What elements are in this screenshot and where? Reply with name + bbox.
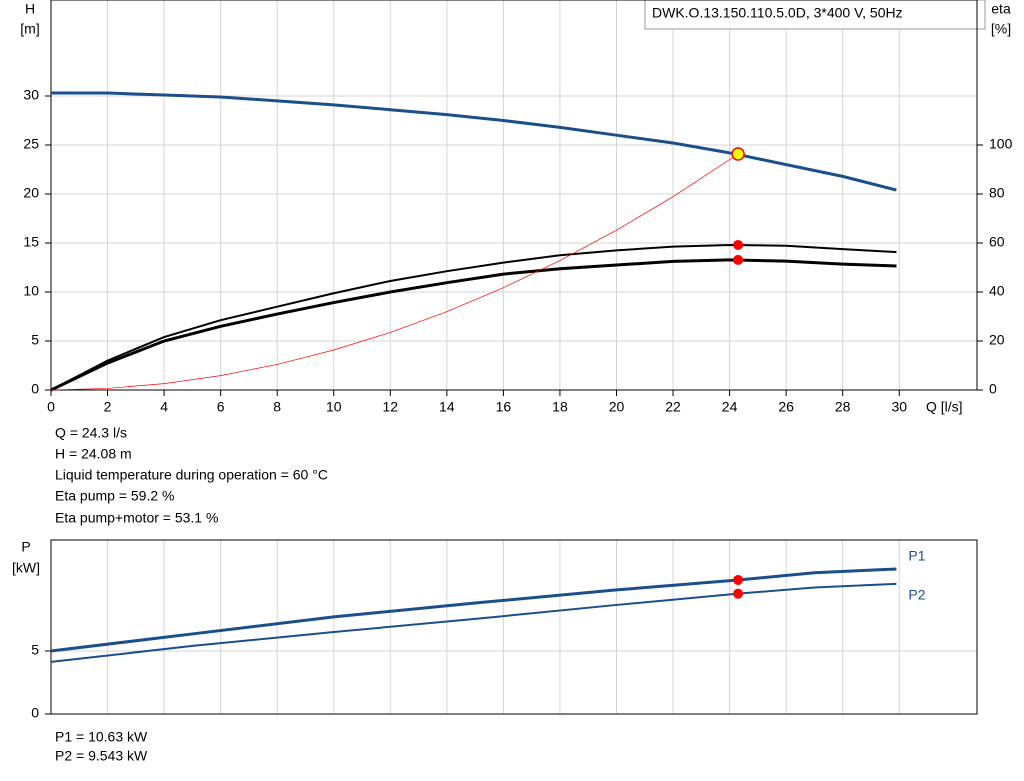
y2-tick-label: 0 — [989, 381, 997, 397]
y-tick-label: 15 — [23, 234, 39, 250]
y-tick-label: 25 — [23, 136, 39, 152]
y2-tick-label: 40 — [989, 283, 1005, 299]
info-line: Eta pump = 59.2 % — [55, 488, 174, 504]
info-line: P1 = 10.63 kW — [55, 729, 148, 745]
y-axis-label: H — [25, 1, 35, 17]
info-line: Q = 24.3 l/s — [55, 425, 127, 441]
info-line: Liquid temperature during operation = 60… — [55, 467, 328, 483]
y-tick-label: 30 — [23, 87, 39, 103]
series-label: P2 — [908, 587, 925, 603]
y-tick-label: 0 — [31, 705, 39, 721]
x-tick-label: 12 — [383, 399, 399, 415]
y-tick-label: 10 — [23, 283, 39, 299]
x-tick-label: 4 — [160, 399, 168, 415]
y-axis-label: P — [21, 539, 30, 555]
x-tick-label: 18 — [552, 399, 568, 415]
plot-frame — [50, 0, 978, 391]
y-axis-unit: [m] — [20, 21, 39, 37]
x-tick-label: 8 — [273, 399, 281, 415]
title-box — [644, 0, 986, 30]
plot-frame — [50, 539, 978, 715]
duty-point — [733, 239, 744, 250]
x-tick-label: 20 — [609, 399, 625, 415]
info-line: H = 24.08 m — [55, 446, 132, 462]
y-tick-label: 5 — [31, 642, 39, 658]
series-line — [50, 243, 897, 391]
x-axis-label: Q [l/s] — [926, 399, 963, 415]
x-tick-label: 2 — [104, 399, 112, 415]
x-tick-label: 0 — [47, 399, 55, 415]
info-line: Eta pump+motor = 53.1 % — [55, 510, 218, 526]
y2-tick-label: 80 — [989, 185, 1005, 201]
x-tick-label: 10 — [326, 399, 342, 415]
series-line — [50, 153, 739, 391]
chart-title: DWK.O.13.150.110.5.0D, 3*400 V, 50Hz — [652, 5, 903, 21]
x-tick-label: 28 — [835, 399, 851, 415]
x-tick-label: 26 — [778, 399, 794, 415]
y-tick-label: 0 — [31, 381, 39, 397]
duty-point — [731, 147, 745, 161]
series-line — [50, 258, 897, 392]
duty-point — [733, 254, 744, 265]
y2-axis-unit: [%] — [991, 21, 1011, 37]
x-tick-label: 14 — [439, 399, 455, 415]
series-line — [50, 582, 897, 663]
y-tick-label: 5 — [31, 332, 39, 348]
x-tick-label: 22 — [665, 399, 681, 415]
series-line — [51, 91, 897, 192]
y-tick-label: 20 — [23, 185, 39, 201]
y2-tick-label: 100 — [989, 136, 1013, 152]
x-tick-label: 24 — [722, 399, 738, 415]
y2-tick-label: 60 — [989, 234, 1005, 250]
info-line: P2 = 9.543 kW — [55, 748, 148, 764]
series-label: P1 — [908, 548, 925, 564]
x-tick-label: 30 — [891, 399, 907, 415]
y2-axis-label: eta — [991, 1, 1011, 17]
x-tick-label: 6 — [217, 399, 225, 415]
y2-tick-label: 20 — [989, 332, 1005, 348]
duty-point — [733, 588, 744, 599]
y-axis-unit: [kW] — [12, 560, 40, 576]
x-tick-label: 16 — [496, 399, 512, 415]
duty-point — [733, 574, 744, 585]
series-line — [50, 567, 897, 653]
